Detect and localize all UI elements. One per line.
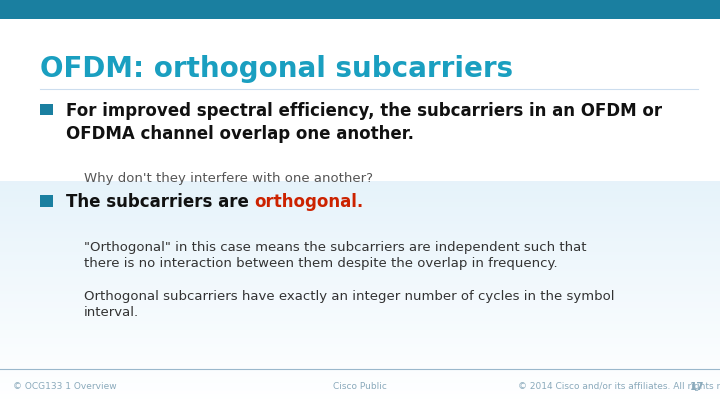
Bar	[0, 226, 720, 230]
Bar	[0, 234, 720, 238]
Bar	[0, 388, 720, 391]
Bar	[0, 207, 720, 210]
Bar	[0, 304, 720, 307]
Bar	[0, 329, 720, 333]
Bar	[0, 243, 720, 246]
Bar	[0, 204, 720, 207]
Bar	[0, 287, 720, 291]
Bar	[0, 220, 720, 224]
Bar	[0, 215, 720, 218]
Bar	[0, 393, 720, 396]
Bar	[0, 237, 720, 241]
Bar	[0, 357, 720, 360]
Bar	[0, 371, 720, 374]
Bar	[0, 290, 720, 294]
Bar	[0, 324, 720, 327]
Bar	[0, 240, 720, 243]
Text: Cisco Public: Cisco Public	[333, 382, 387, 390]
Bar	[0, 217, 720, 221]
Text: © OCG133 1 Overview: © OCG133 1 Overview	[13, 382, 117, 390]
Bar	[0, 390, 720, 394]
Bar	[0, 184, 720, 188]
Bar	[0, 262, 720, 266]
Bar	[0, 354, 720, 358]
Bar	[0, 396, 720, 399]
Bar	[0, 326, 720, 330]
Bar	[0, 245, 720, 249]
Bar	[0, 257, 720, 260]
Bar	[0, 195, 720, 199]
Text: © 2014 Cisco and/or its affiliates. All rights reserved.: © 2014 Cisco and/or its affiliates. All …	[518, 382, 720, 390]
Bar	[0, 382, 720, 386]
Bar	[0, 212, 720, 215]
Text: OFDM: orthogonal subcarriers: OFDM: orthogonal subcarriers	[40, 55, 513, 83]
Bar	[0, 351, 720, 355]
Bar	[0, 265, 720, 269]
Bar	[0, 187, 720, 191]
Bar	[0, 315, 720, 319]
Bar	[0, 279, 720, 283]
Bar	[0, 254, 720, 258]
Bar	[0, 229, 720, 232]
Bar	[0, 368, 720, 372]
Bar	[0, 401, 720, 405]
Bar	[0, 312, 720, 316]
Bar	[0, 309, 720, 313]
Bar	[0, 385, 720, 388]
Bar	[0, 284, 720, 288]
Bar	[0, 332, 720, 335]
Bar	[0, 201, 720, 205]
Bar	[40, 104, 53, 115]
Bar	[0, 379, 720, 383]
Bar	[0, 276, 720, 280]
Text: The subcarriers are: The subcarriers are	[66, 193, 254, 211]
Bar	[0, 0, 720, 19]
Bar	[0, 259, 720, 263]
Bar	[40, 195, 53, 207]
Bar	[0, 318, 720, 322]
Bar	[0, 296, 720, 299]
Bar	[0, 340, 720, 344]
Bar	[0, 190, 720, 193]
Bar	[0, 365, 720, 369]
Bar	[0, 301, 720, 305]
Bar	[0, 181, 720, 185]
Bar	[0, 268, 720, 271]
Bar	[0, 223, 720, 227]
Bar	[0, 271, 720, 274]
Text: orthogonal.: orthogonal.	[254, 193, 364, 211]
Bar	[0, 293, 720, 296]
Bar	[0, 321, 720, 324]
Text: For improved spectral efficiency, the subcarriers in an OFDM or
OFDMA channel ov: For improved spectral efficiency, the su…	[66, 102, 662, 143]
Text: 17: 17	[690, 382, 704, 392]
Text: Orthogonal subcarriers have exactly an integer number of cycles in the symbol
in: Orthogonal subcarriers have exactly an i…	[84, 290, 614, 319]
Bar	[0, 248, 720, 252]
Bar	[0, 376, 720, 380]
Bar	[0, 209, 720, 213]
Bar	[0, 232, 720, 235]
Bar	[0, 346, 720, 349]
Bar	[0, 282, 720, 285]
Text: "Orthogonal" in this case means the subcarriers are independent such that
there : "Orthogonal" in this case means the subc…	[84, 241, 586, 271]
Bar	[0, 343, 720, 347]
Bar	[0, 298, 720, 302]
Bar	[0, 335, 720, 338]
Bar	[0, 348, 720, 352]
Text: Why don't they interfere with one another?: Why don't they interfere with one anothe…	[84, 172, 372, 185]
Bar	[0, 307, 720, 310]
Bar	[0, 337, 720, 341]
Bar	[0, 373, 720, 377]
Bar	[0, 251, 720, 255]
Bar	[0, 193, 720, 196]
Bar	[0, 362, 720, 366]
Bar	[0, 399, 720, 402]
Bar	[0, 273, 720, 277]
Bar	[0, 360, 720, 363]
Bar	[0, 198, 720, 202]
